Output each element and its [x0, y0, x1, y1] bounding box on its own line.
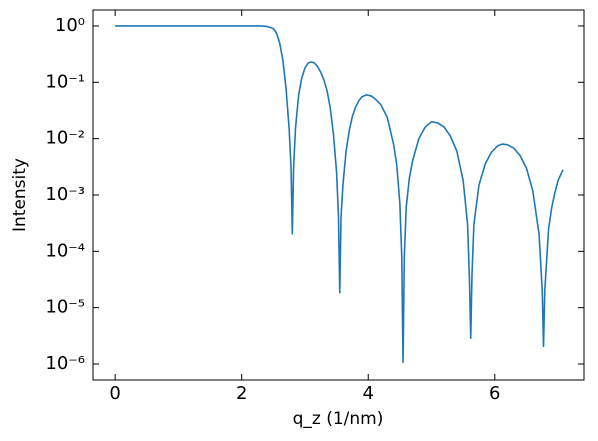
x-axis-label: q_z (1/nm): [293, 409, 384, 429]
y-tick-label: 10⁰: [55, 15, 85, 36]
x-tick-label: 4: [363, 383, 374, 404]
y-tick-label: 10⁻¹: [45, 71, 85, 92]
plot-frame: [92, 9, 585, 381]
y-tick-label: 10⁻³: [45, 184, 85, 205]
data-line: [115, 25, 564, 363]
x-tick-label: 0: [109, 383, 120, 404]
y-tick-label: 10⁻²: [45, 128, 85, 149]
x-tick-label: 2: [236, 383, 247, 404]
y-tick-label: 10⁻⁴: [45, 240, 85, 261]
y-axis-label: Intensity: [10, 158, 30, 232]
y-tick-label: 10⁻⁵: [45, 297, 85, 318]
x-tick-label: 6: [489, 383, 500, 404]
y-tick-label: 10⁻⁶: [45, 353, 85, 374]
